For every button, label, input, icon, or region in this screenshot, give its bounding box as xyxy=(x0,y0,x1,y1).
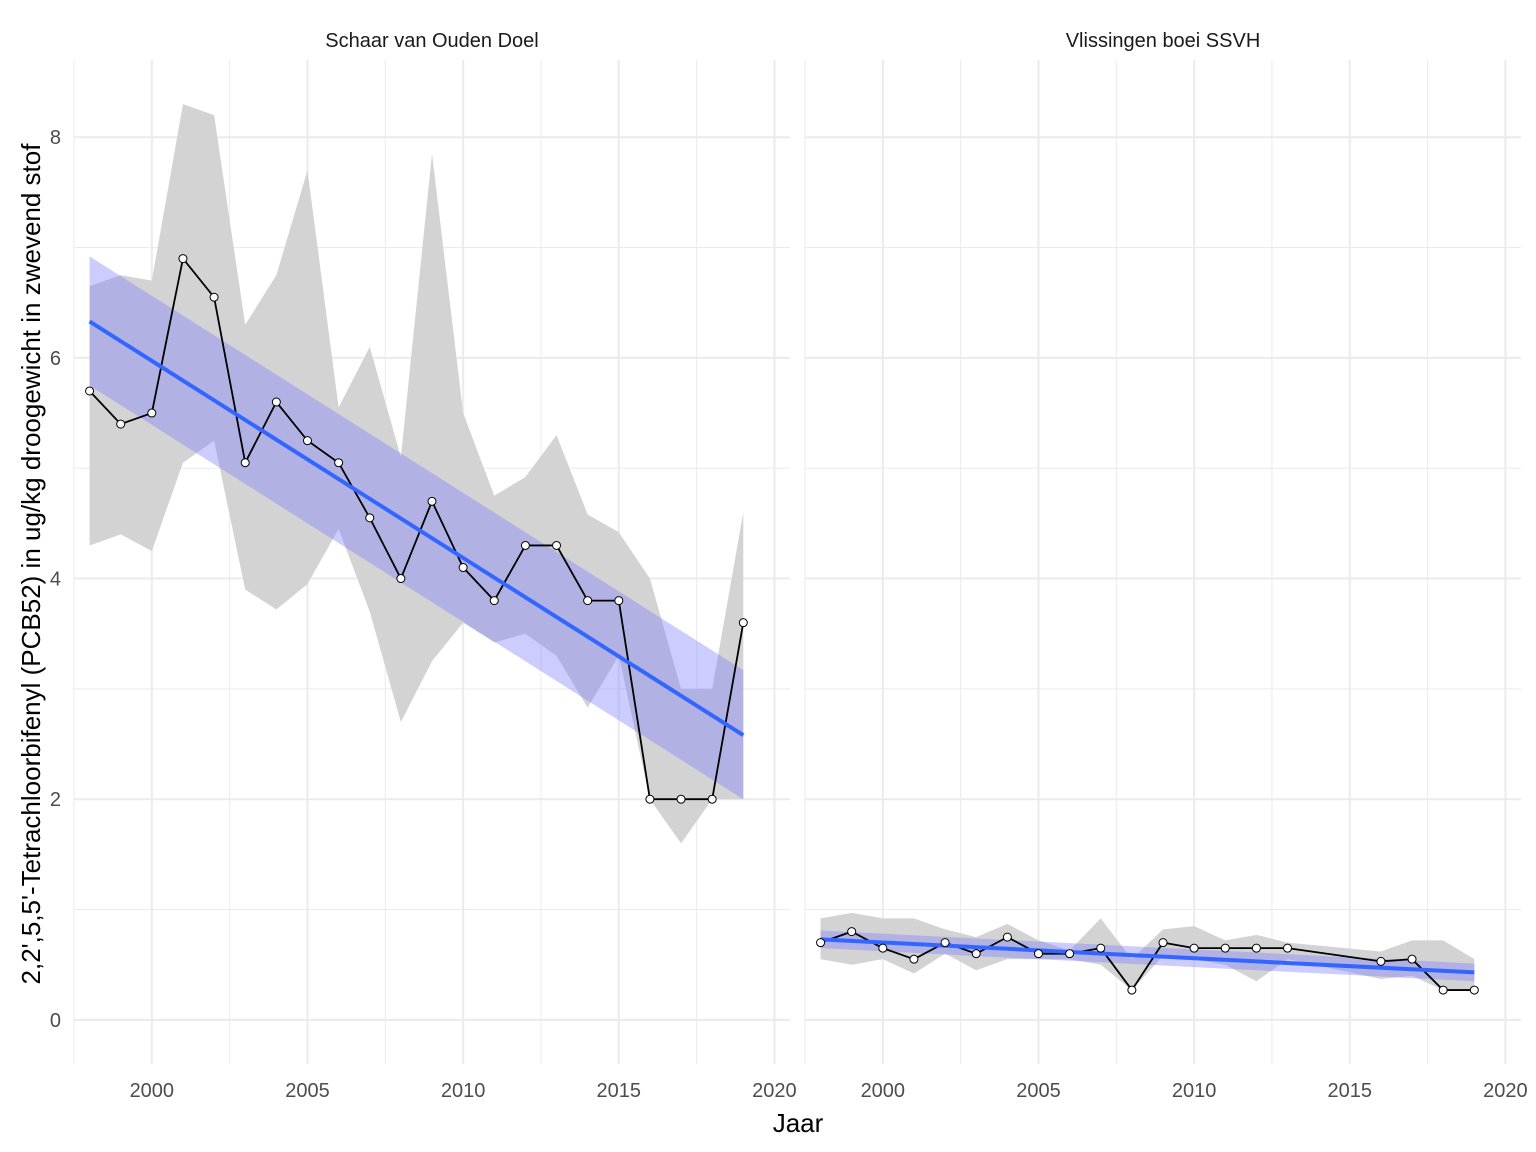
panel-1: Schaar van Ouden Doel 2000 2005 2010 2015 202… xyxy=(73,30,797,1102)
facet-title: Schaar van Ouden Doel xyxy=(325,30,538,52)
x-tick-label: 2020 xyxy=(1483,1080,1528,1102)
data-point xyxy=(302,436,312,446)
x-tick-label: 2005 xyxy=(1016,1080,1061,1102)
trend-line xyxy=(820,937,1475,975)
data-point xyxy=(583,596,593,606)
data-point xyxy=(738,618,748,628)
data-point xyxy=(271,397,281,407)
data-point xyxy=(1127,985,1137,995)
y-tick-label: 8 xyxy=(50,127,61,149)
data-point xyxy=(645,794,655,804)
panels-layer: Schaar van Ouden Doel 2000 2005 2010 2015 202… xyxy=(73,30,1528,1102)
data-point xyxy=(427,496,437,506)
data-point xyxy=(1251,943,1261,953)
y-tick-label: 4 xyxy=(50,569,61,591)
data-point xyxy=(240,458,250,468)
data-point xyxy=(676,794,686,804)
data-point xyxy=(458,563,468,573)
x-tick-label: 2010 xyxy=(441,1080,486,1102)
data-point xyxy=(1438,985,1448,995)
data-point xyxy=(1033,949,1043,959)
data-point xyxy=(1189,943,1199,953)
data-point xyxy=(816,938,826,948)
data-point xyxy=(489,596,499,606)
data-point xyxy=(1376,956,1386,966)
x-tick-label: 2000 xyxy=(130,1080,175,1102)
data-point xyxy=(707,794,717,804)
y-tick-label: 0 xyxy=(50,1010,61,1032)
x-tick-label: 2000 xyxy=(861,1080,906,1102)
y-axis-title: 2,2',5,5'-Tetrachloorbifenyl (PCB52) in … xyxy=(16,143,46,985)
x-tick-label: 2015 xyxy=(597,1080,642,1102)
panel-2: Vlissingen boei SSVH 2000 2005 2010 2015 2020 xyxy=(804,30,1528,1102)
data-point xyxy=(614,596,624,606)
data-points xyxy=(85,254,748,804)
x-tick-label: 2015 xyxy=(1328,1080,1373,1102)
data-point xyxy=(209,292,219,302)
data-point xyxy=(116,419,126,429)
facet-title: Vlissingen boei SSVH xyxy=(1066,30,1261,52)
data-point xyxy=(847,927,857,937)
data-point xyxy=(1002,932,1012,942)
data-point xyxy=(178,254,188,264)
y-axis: 0 2 4 6 8 xyxy=(50,127,61,1032)
data-point xyxy=(396,574,406,584)
data-point xyxy=(878,943,888,953)
x-tick-label: 2020 xyxy=(752,1080,797,1102)
data-point xyxy=(909,954,919,964)
data-point xyxy=(85,386,95,396)
data-point xyxy=(365,513,375,523)
data-point xyxy=(1096,943,1106,953)
data-point xyxy=(1065,949,1075,959)
x-tick-label: 2005 xyxy=(285,1080,330,1102)
data-point xyxy=(1283,943,1293,953)
data-point xyxy=(1220,943,1230,953)
data-point xyxy=(1407,954,1417,964)
x-tick-label: 2010 xyxy=(1172,1080,1217,1102)
range-ribbon xyxy=(820,912,1475,991)
y-tick-label: 6 xyxy=(50,348,61,370)
series-line xyxy=(820,930,1475,992)
trend-line xyxy=(88,319,745,737)
data-point xyxy=(552,540,562,550)
range-ribbon xyxy=(89,104,744,844)
data-point xyxy=(334,458,344,468)
data-point xyxy=(971,949,981,959)
data-point xyxy=(520,540,530,550)
data-point xyxy=(1158,938,1168,948)
data-point xyxy=(940,938,950,948)
data-point xyxy=(1469,985,1479,995)
data-point xyxy=(147,408,157,418)
panel-grid xyxy=(804,60,1521,1064)
data-points xyxy=(816,927,1479,995)
series-line xyxy=(88,256,745,801)
y-tick-label: 2 xyxy=(50,789,61,811)
x-axis-title: Jaar xyxy=(773,1108,824,1138)
